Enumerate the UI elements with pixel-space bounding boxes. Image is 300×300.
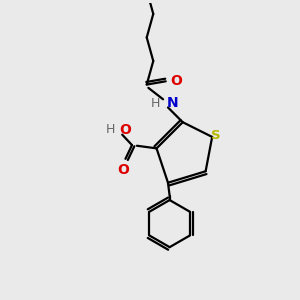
Text: H: H (151, 97, 160, 110)
Text: O: O (117, 163, 129, 177)
Text: N: N (167, 96, 178, 110)
Text: H: H (106, 123, 115, 136)
Text: O: O (170, 74, 182, 88)
Text: S: S (211, 129, 221, 142)
Text: O: O (120, 123, 131, 137)
